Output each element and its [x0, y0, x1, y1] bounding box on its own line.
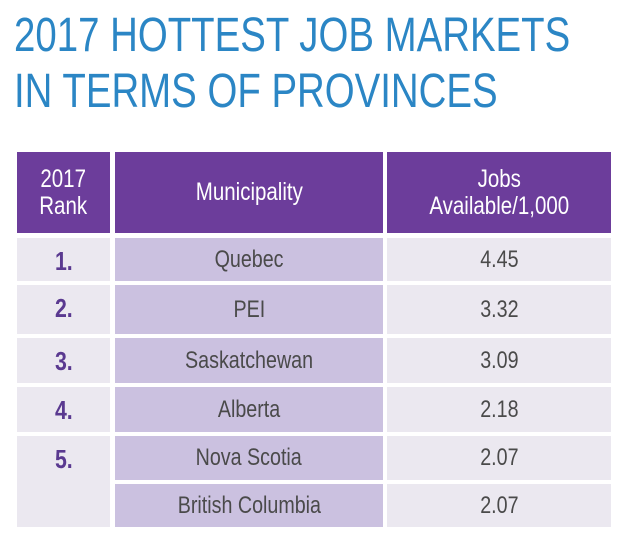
municipality-cell: British Columbia: [115, 484, 383, 527]
header-rank: 2017 Rank: [17, 152, 110, 233]
jobs-cell: 3.32: [387, 285, 611, 334]
municipality-cell: PEI: [115, 285, 383, 334]
rank-cell: 3.: [17, 338, 110, 383]
rank-cell: 4.: [17, 387, 110, 432]
jobs-cell: 2.07: [387, 436, 611, 480]
header-jobs: Jobs Available/1,000: [387, 152, 611, 233]
title-line-1: 2017 HOTTEST JOB MARKETS: [14, 9, 571, 62]
municipality-cell: Quebec: [115, 238, 383, 281]
page-title: 2017 HOTTEST JOB MARKETS IN TERMS OF PRO…: [14, 8, 570, 120]
municipality-cell: Nova Scotia: [115, 436, 383, 480]
title-line-2: IN TERMS OF PROVINCES: [14, 65, 498, 118]
municipality-cell: Alberta: [115, 387, 383, 432]
municipality-cell: Saskatchewan: [115, 338, 383, 383]
rank-cell: 5.: [17, 436, 110, 527]
jobs-cell: 2.18: [387, 387, 611, 432]
rank-cell: 2.: [17, 285, 110, 334]
header-municipality: Municipality: [115, 152, 383, 233]
jobs-cell: 2.07: [387, 484, 611, 527]
rank-cell: 1.: [17, 238, 110, 281]
jobs-cell: 4.45: [387, 238, 611, 281]
jobs-cell: 3.09: [387, 338, 611, 383]
